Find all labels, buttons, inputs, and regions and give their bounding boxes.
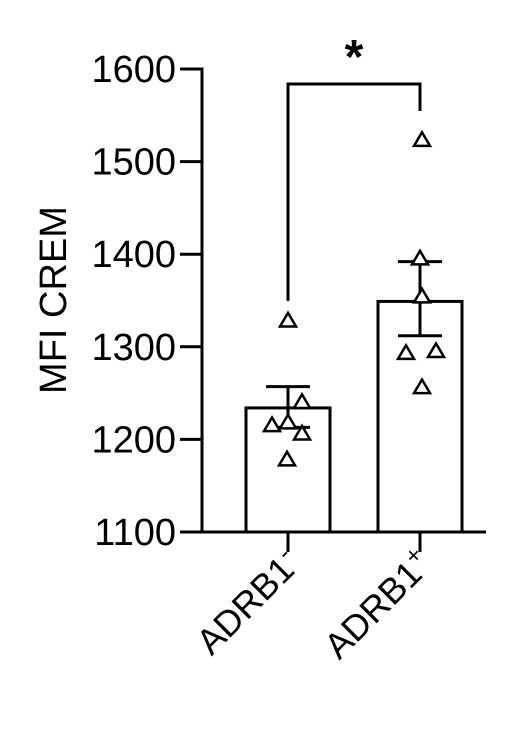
y-tick-label: 1600 (91, 49, 176, 91)
significance-bracket (286, 82, 422, 301)
significance-star: * (345, 31, 364, 84)
data-point-triangle (277, 310, 299, 328)
bars (244, 260, 464, 534)
y-tick-label: 1200 (91, 419, 176, 461)
y-tick-label: 1400 (91, 234, 176, 276)
data-point-triangle (291, 391, 313, 410)
data-point-triangle (411, 129, 433, 148)
y-tick-label: 1500 (91, 142, 176, 184)
category-label: ADRB1+ (314, 541, 439, 666)
category-label-base: ADRB1 (188, 548, 302, 662)
data-point-triangle (411, 286, 433, 304)
axes: 1100 1200 1300 1400 1500 1600 (91, 49, 486, 554)
data-point-triangle (277, 412, 299, 430)
significance-annotation: * (286, 31, 422, 301)
category-label: ADRB1- (187, 541, 308, 662)
bar (376, 299, 464, 534)
y-axis-title: MFI CREM (33, 206, 75, 394)
data-point-triangle (425, 340, 447, 359)
category-label-base: ADRB1 (316, 553, 430, 667)
data-point-triangle (261, 415, 283, 433)
data-points (261, 129, 447, 467)
category-labels: ADRB1- ADRB1+ (187, 541, 439, 666)
data-point-triangle (291, 423, 313, 441)
data-point-triangle (276, 449, 298, 467)
y-tick-label: 1300 (91, 327, 176, 369)
data-point-triangle (395, 342, 417, 361)
y-tick-label: 1100 (94, 512, 176, 554)
data-point-triangle (411, 377, 433, 395)
data-point-triangle (409, 248, 431, 266)
